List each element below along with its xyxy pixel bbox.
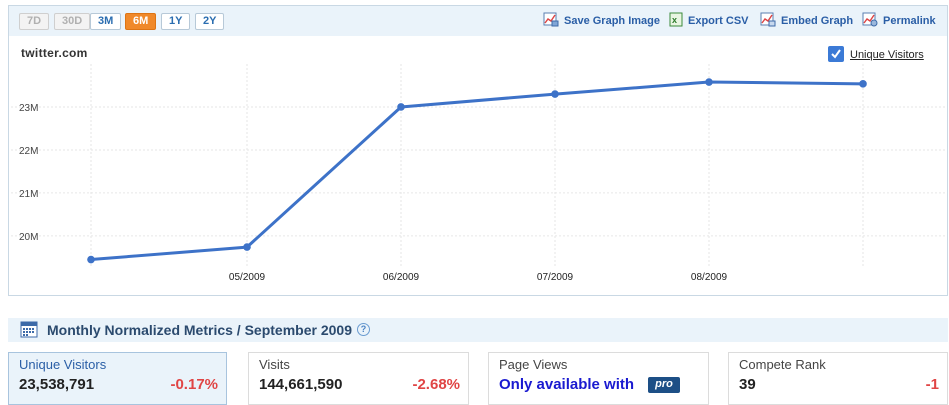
metric-label: Visits: [259, 357, 290, 372]
y-tick-label: 23M: [19, 103, 38, 114]
metric-card-page-views[interactable]: Page Views Only available with pro: [488, 352, 709, 405]
range-1y-button[interactable]: 1Y: [161, 13, 191, 30]
data-point[interactable]: [859, 80, 867, 88]
metric-card-unique-visitors[interactable]: Unique Visitors 23,538,791 -0.17%: [8, 352, 227, 405]
metric-label: Unique Visitors: [19, 357, 107, 372]
save-graph-image-label: Save Graph Image: [564, 15, 660, 27]
permalink-icon: [862, 12, 878, 31]
x-tick-label: 07/2009: [537, 272, 574, 283]
chart-grid: [11, 64, 945, 266]
range-2y-button[interactable]: 2Y: [195, 13, 225, 30]
x-axis: 05/2009 06/2009 07/2009 08/2009: [229, 272, 728, 283]
y-tick-label: 20M: [19, 232, 38, 243]
legend-label: Unique Visitors: [850, 49, 924, 61]
line-chart: 20M 21M 22M 23M 05/2009 06/2009 07/2009 08/200…: [11, 64, 945, 283]
save-graph-image-link[interactable]: Save Graph Image: [543, 12, 660, 30]
data-point[interactable]: [87, 255, 95, 264]
metric-card-compete-rank[interactable]: Compete Rank 39 -1: [728, 352, 948, 405]
data-point[interactable]: [397, 103, 405, 111]
export-csv-link[interactable]: x Export CSV: [669, 12, 749, 30]
metrics-header: Monthly Normalized Metrics / September 2…: [8, 318, 948, 342]
graph-panel: 7D 30D 3M 6M 1Y 2Y Save Graph Image x Ex…: [8, 5, 948, 296]
metric-value: 144,661,590: [259, 376, 343, 393]
embed-graph-link[interactable]: Embed Graph: [760, 12, 853, 30]
checkbox-icon[interactable]: [828, 46, 844, 62]
embed-graph-icon: [760, 12, 776, 31]
x-tick-label: 08/2009: [691, 272, 728, 283]
embed-graph-label: Embed Graph: [781, 15, 854, 27]
permalink-link[interactable]: Permalink: [862, 12, 936, 30]
metric-label: Page Views: [499, 357, 568, 372]
range-6m-button[interactable]: 6M: [125, 13, 157, 30]
csv-icon: x: [669, 12, 683, 31]
y-tick-label: 21M: [19, 189, 38, 200]
pro-only-text: Only available with: [499, 376, 635, 393]
range-7d-button[interactable]: 7D: [19, 13, 50, 30]
metrics-title: Monthly Normalized Metrics / September 2…: [47, 322, 352, 338]
metric-value: 23,538,791: [19, 376, 95, 393]
range-30d-button[interactable]: 30D: [54, 13, 91, 30]
metric-card-visits[interactable]: Visits 144,661,590 -2.68%: [248, 352, 469, 405]
calendar-icon: [20, 321, 38, 343]
pro-badge[interactable]: pro: [648, 377, 680, 393]
save-graph-icon: [543, 12, 559, 31]
metric-change: -1: [925, 376, 939, 393]
data-point[interactable]: [551, 90, 559, 98]
permalink-label: Permalink: [883, 15, 936, 27]
svg-text:x: x: [672, 15, 677, 25]
metric-change: -0.17%: [170, 376, 218, 393]
help-icon[interactable]: ?: [357, 323, 370, 336]
site-name: twitter.com: [21, 46, 88, 60]
x-tick-label: 06/2009: [383, 272, 420, 283]
series-line-unique-visitors: [90, 80, 864, 262]
metric-change: -2.68%: [412, 376, 460, 393]
y-tick-label: 22M: [19, 146, 38, 157]
data-point[interactable]: [243, 243, 251, 251]
y-axis: 20M 21M 22M 23M: [19, 103, 38, 243]
metric-value: 39: [739, 376, 756, 393]
legend-unique-visitors[interactable]: Unique Visitors: [828, 46, 924, 62]
metric-label: Compete Rank: [739, 357, 826, 372]
x-tick-label: 05/2009: [229, 272, 266, 283]
data-points: [87, 78, 867, 264]
data-point[interactable]: [705, 78, 713, 86]
range-3m-button[interactable]: 3M: [90, 13, 122, 30]
graph-toolbar: 7D 30D 3M 6M 1Y 2Y Save Graph Image x Ex…: [9, 6, 947, 36]
export-csv-label: Export CSV: [688, 15, 749, 27]
